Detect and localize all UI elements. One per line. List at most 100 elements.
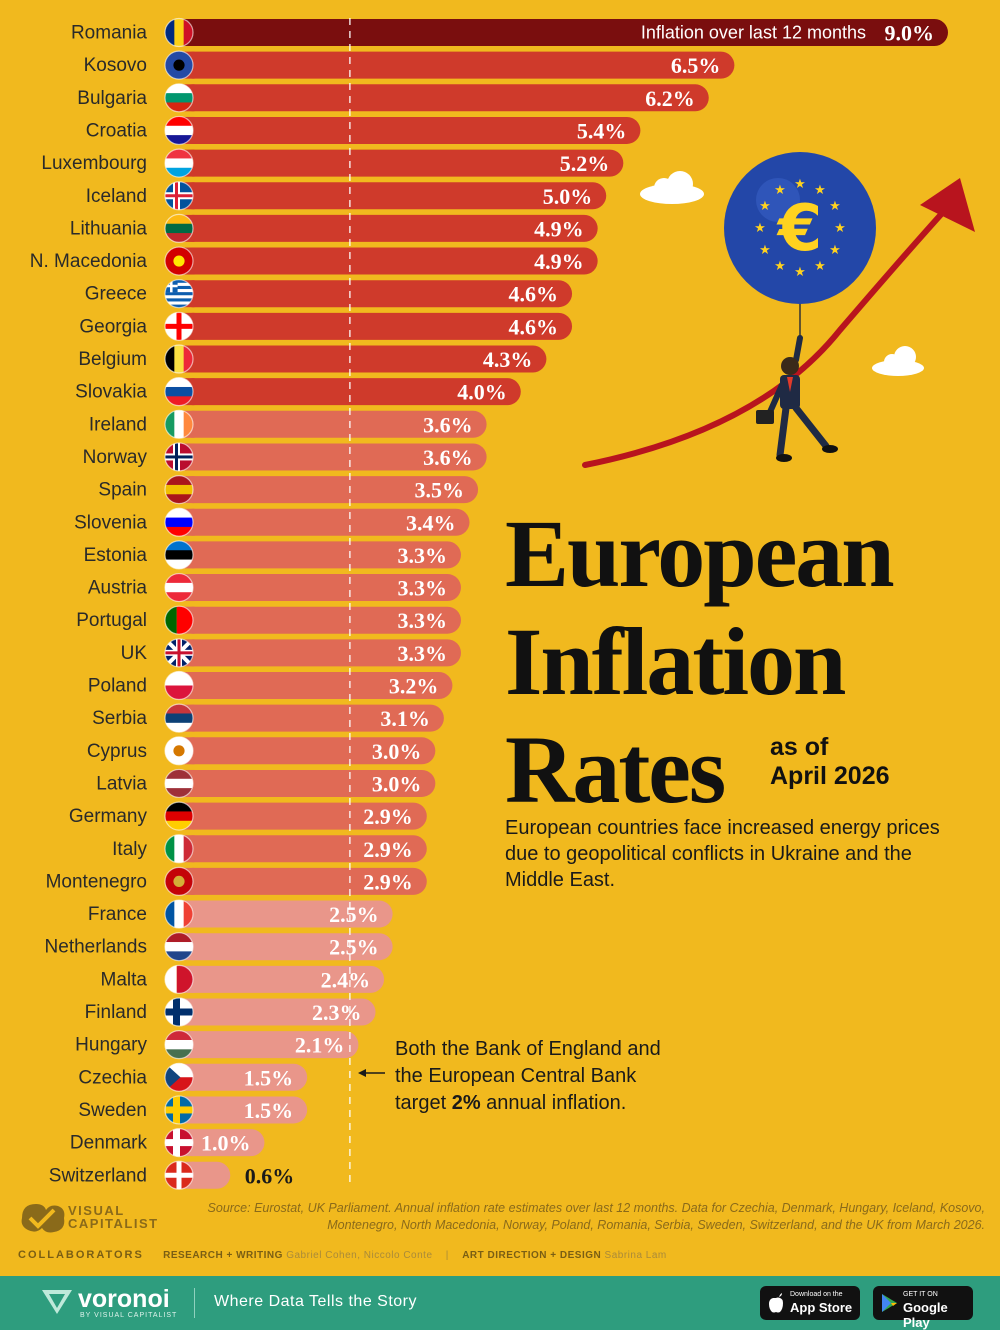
annotation-line-2: the European Central Bank xyxy=(395,1065,637,1087)
value-label-denmark: 1.0% xyxy=(201,1131,251,1156)
flag-icon-switzerland xyxy=(164,1160,194,1190)
svg-text:★: ★ xyxy=(754,221,766,236)
country-label-cyprus: Cyprus xyxy=(87,741,147,762)
flag-icon-greece xyxy=(164,279,194,309)
google-play-button[interactable]: GET IT ON Google Play xyxy=(873,1286,973,1330)
flag-icon-estonia xyxy=(164,540,194,570)
country-label-norway: Norway xyxy=(83,447,148,468)
value-label-georgia: 4.6% xyxy=(509,314,559,339)
country-label-slovakia: Slovakia xyxy=(75,382,147,403)
country-label-kosovo: Kosovo xyxy=(84,55,147,76)
flag-icon-ireland xyxy=(164,409,194,439)
country-label-croatia: Croatia xyxy=(86,120,148,141)
country-label-czechia: Czechia xyxy=(78,1067,147,1088)
annotation-line-3: target 2% annual inflation. xyxy=(395,1090,695,1117)
country-label-italy: Italy xyxy=(112,839,147,860)
chart-subtitle: European countries face increased energy… xyxy=(505,817,940,891)
bar-portugal xyxy=(179,606,461,634)
as-of-date: as of April 2026 xyxy=(770,733,890,791)
svg-text:★: ★ xyxy=(834,221,846,236)
decorative-illustration: € ★ ★★ ★★★ ★★★ ★★★ xyxy=(582,152,975,468)
footer-bar: voronoi BY VISUAL CAPITALIST Where Data … xyxy=(0,1276,1000,1330)
title-line-2: Inflation xyxy=(505,608,846,715)
country-label-portugal: Portugal xyxy=(76,610,147,631)
voronoi-brand[interactable]: voronoi xyxy=(78,1285,170,1313)
country-label-netherlands: Netherlands xyxy=(45,937,147,958)
annotation-prefix: target xyxy=(395,1092,452,1114)
credits-role-research: RESEARCH + WRITING xyxy=(163,1250,283,1261)
bar-n-macedonia xyxy=(179,247,598,275)
value-label-greece: 4.6% xyxy=(509,282,559,307)
flag-icon-belgium xyxy=(164,344,194,374)
flag-icon-romania xyxy=(164,17,194,48)
value-label-latvia: 3.0% xyxy=(372,771,422,796)
bar-iceland xyxy=(179,182,607,210)
value-label-bulgaria: 6.2% xyxy=(645,86,695,111)
flag-icon-n-macedonia xyxy=(164,246,194,276)
svg-text:★: ★ xyxy=(774,183,786,198)
value-label-portugal: 3.3% xyxy=(397,608,447,633)
flag-icon-montenegro xyxy=(164,866,194,897)
app-store-button[interactable]: Download on the App Store xyxy=(760,1286,860,1320)
flag-icon-poland xyxy=(164,670,194,701)
bars-layer xyxy=(179,19,948,1189)
bar-belgium xyxy=(179,345,547,373)
footer-divider xyxy=(194,1288,195,1318)
flag-icon-slovenia xyxy=(164,507,194,537)
flag-icon-czechia xyxy=(164,1062,194,1092)
country-label-lithuania: Lithuania xyxy=(70,218,148,239)
svg-text:★: ★ xyxy=(759,243,771,258)
bar-georgia xyxy=(179,312,573,340)
flag-icon-hungary xyxy=(164,1030,194,1060)
bar-montenegro xyxy=(179,867,427,895)
value-label-ireland: 3.6% xyxy=(423,412,473,437)
flag-icon-denmark xyxy=(164,1127,194,1158)
flags-layer xyxy=(164,17,194,1190)
google-play-large: Google Play xyxy=(903,1300,948,1330)
flag-icon-iceland xyxy=(164,181,194,211)
credits-names-research: Gabriel Cohen, Niccolo Conte xyxy=(286,1250,433,1261)
as-of-value: April 2026 xyxy=(770,762,890,790)
bar-romania xyxy=(179,19,948,46)
value-label-romania: 9.0% xyxy=(885,21,935,46)
svg-text:€: € xyxy=(776,192,823,266)
credits-role-design: ART DIRECTION + DESIGN xyxy=(462,1250,602,1261)
value-label-poland: 3.2% xyxy=(389,674,439,699)
country-label-slovenia: Slovenia xyxy=(74,512,147,533)
country-label-sweden: Sweden xyxy=(78,1100,147,1121)
value-label-cyprus: 3.0% xyxy=(372,739,422,764)
bar-spain xyxy=(179,476,479,504)
flag-icon-croatia xyxy=(164,115,194,146)
value-label-france: 2.5% xyxy=(329,902,379,927)
value-label-hungary: 2.1% xyxy=(295,1033,345,1058)
credits: COLLABORATORS RESEARCH + WRITING Gabriel… xyxy=(18,1249,677,1261)
cloud-icon xyxy=(872,346,924,376)
bar-norway xyxy=(179,443,487,471)
value-label-sweden: 1.5% xyxy=(244,1098,294,1123)
country-label-estonia: Estonia xyxy=(84,545,148,566)
bar-sweden xyxy=(179,1096,308,1124)
bar-denmark xyxy=(179,1129,265,1157)
euro-balloon-icon: € ★ ★★ ★★★ ★★★ ★★★ xyxy=(724,152,876,338)
flag-icon-germany xyxy=(164,801,194,831)
flag-icon-malta xyxy=(164,964,194,994)
flag-icon-serbia xyxy=(164,703,194,733)
value-label-germany: 2.9% xyxy=(363,804,413,829)
value-label-n-macedonia: 4.9% xyxy=(534,249,584,274)
country-label-greece: Greece xyxy=(85,284,147,305)
bar-malta xyxy=(179,965,385,993)
bar-austria xyxy=(179,574,461,602)
svg-text:★: ★ xyxy=(794,177,806,192)
footer-tagline: Where Data Tells the Story xyxy=(214,1293,418,1310)
flag-icon-spain xyxy=(164,475,194,505)
value-label-luxembourg: 5.2% xyxy=(560,151,610,176)
flag-icon-latvia xyxy=(164,768,194,799)
bar-bulgaria xyxy=(179,84,709,112)
value-label-malta: 2.4% xyxy=(321,967,371,992)
country-label-finland: Finland xyxy=(85,1002,147,1023)
bar-croatia xyxy=(179,116,641,144)
svg-text:★: ★ xyxy=(829,199,841,214)
value-label-netherlands: 2.5% xyxy=(329,935,379,960)
country-label-uk: UK xyxy=(121,643,148,664)
value-label-austria: 3.3% xyxy=(397,576,447,601)
